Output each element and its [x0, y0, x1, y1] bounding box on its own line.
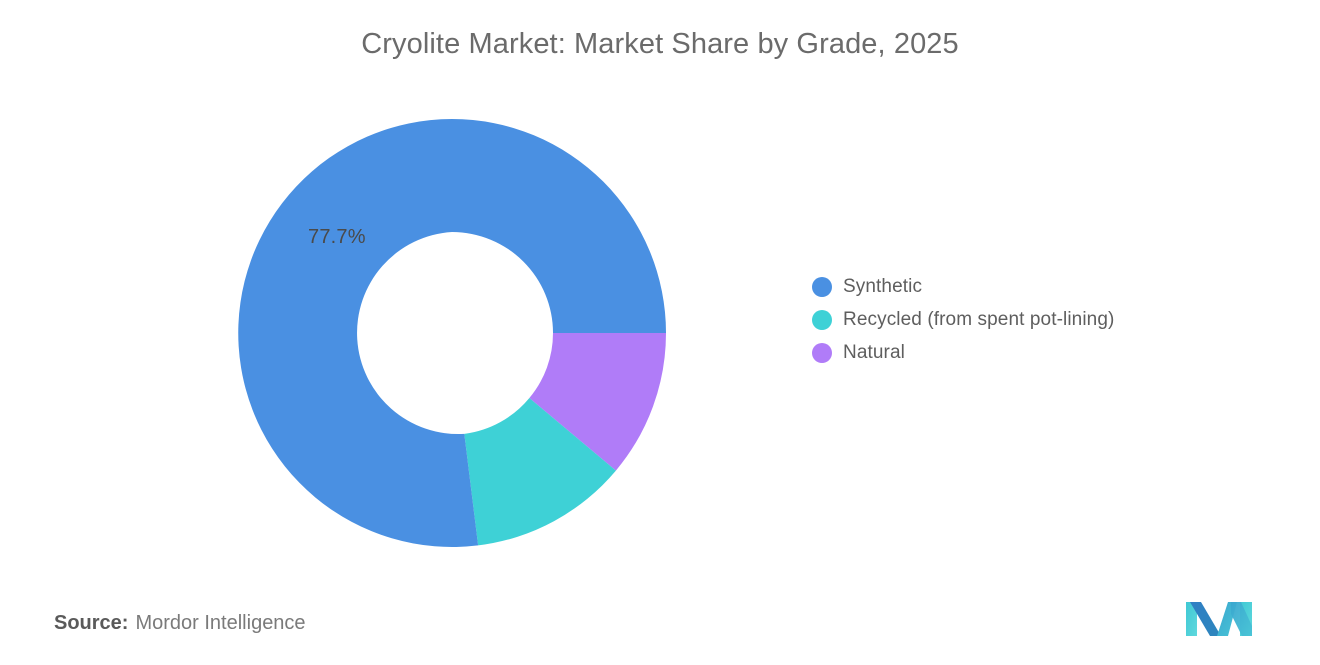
legend-swatch-icon-natural — [812, 342, 832, 363]
page-title: Cryolite Market: Market Share by Grade, … — [361, 28, 959, 60]
source-value: Mordor Intelligence — [135, 612, 306, 634]
source-label: Source: — [54, 612, 129, 634]
slice-natural[interactable] — [529, 333, 666, 471]
slice-label-synthetic: 77.7% — [308, 226, 366, 248]
legend-label-recycled: Recycled (from spent pot-lining) — [843, 308, 1115, 330]
slice-synthetic-a[interactable] — [452, 119, 666, 333]
legend-item-natural[interactable]: Natural — [812, 336, 1232, 369]
source-attribution: Source: Mordor Intelligence — [54, 612, 306, 635]
legend-label-natural: Natural — [843, 341, 905, 363]
slice-recycled[interactable] — [464, 397, 616, 546]
legend-item-synthetic[interactable]: Synthetic — [812, 270, 1232, 303]
legend-swatch-icon-synthetic — [812, 276, 832, 297]
legend-swatch-icon-recycled — [812, 309, 832, 330]
legend-item-recycled[interactable]: Recycled (from spent pot-lining) — [812, 303, 1232, 336]
slice-synthetic-b[interactable] — [238, 119, 479, 547]
mordor-intelligence-logo-icon — [1184, 596, 1256, 640]
legend-label-synthetic: Synthetic — [843, 275, 923, 297]
donut-chart — [238, 119, 666, 547]
donut-chart-svg — [238, 119, 666, 547]
chart-legend: Synthetic Recycled (from spent pot-linin… — [812, 270, 1232, 369]
